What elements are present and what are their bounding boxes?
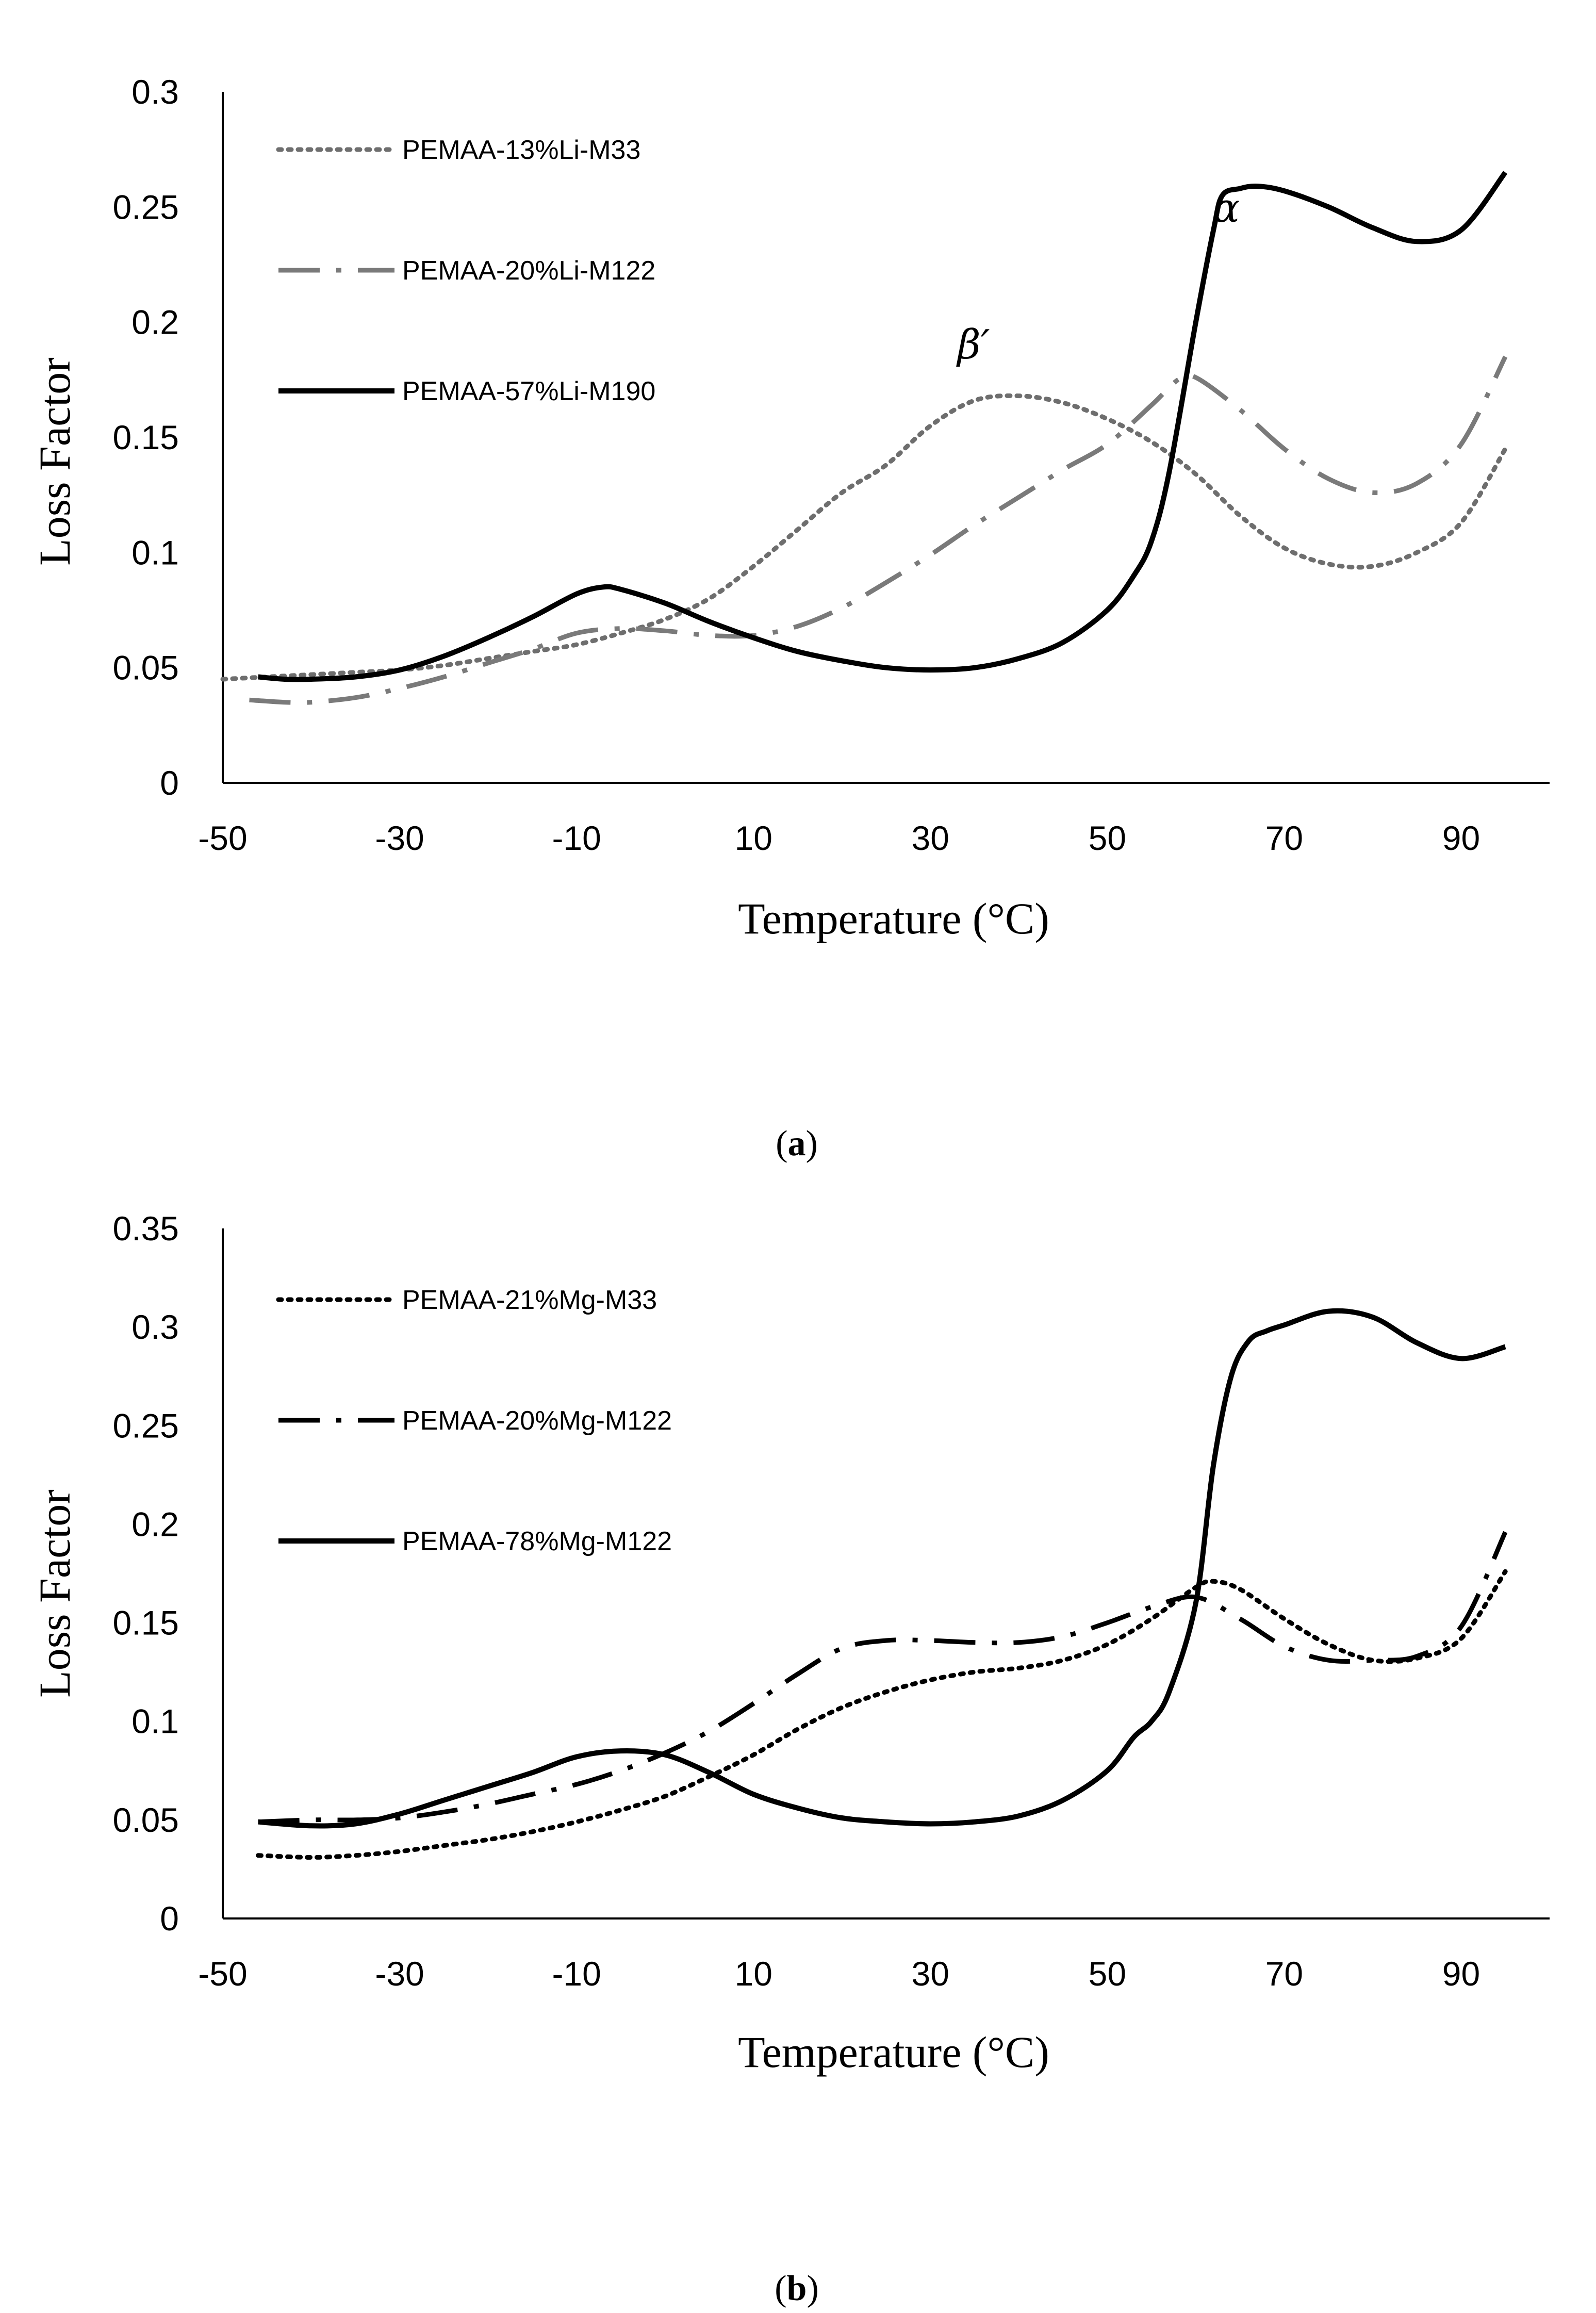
legend-label: PEMAA-20%Mg-M122 <box>402 1406 672 1436</box>
panel-caption-b-label: b <box>787 2269 807 2308</box>
legend-label: PEMAA-20%Li-M122 <box>402 256 655 286</box>
legend-label: PEMAA-78%Mg-M122 <box>402 1527 672 1556</box>
y-tick-label: 0.2 <box>131 303 179 341</box>
panel-caption-a: (a) <box>776 1124 818 1163</box>
y-axis-title-a: Loss Factor <box>30 357 79 566</box>
series-line-1 <box>220 393 1508 682</box>
x-tick-label: 50 <box>1089 1955 1126 1993</box>
chart-panel-a: -50 -30 -10 10 30 50 70 90 0 0.05 0.1 0.15 0.2 0.25 0.… <box>30 73 1550 1163</box>
x-tick-label: 90 <box>1442 1955 1480 1993</box>
y-tick-label: 0.15 <box>113 1604 179 1642</box>
chart-panel-b: -50 -30 -10 10 30 50 70 90 0 0.05 0.1 0.15 0.2 0.25 0.… <box>30 1209 1550 2308</box>
y-tick-label: 0.25 <box>113 1406 179 1445</box>
x-tick-label: -10 <box>552 1955 601 1993</box>
x-tick-label: -10 <box>552 819 601 857</box>
tick-labels-a: -50 -30 -10 10 30 50 70 90 0 0.05 0.1 0.15 0.2 0.25 0.… <box>113 73 1480 857</box>
y-tick-label: 0.1 <box>131 533 179 571</box>
x-axis-title-a: Temperature (°C) <box>738 894 1049 943</box>
legend-label: PEMAA-21%Mg-M33 <box>402 1285 657 1315</box>
plot-area-b <box>222 1228 1550 1920</box>
y-tick-label: 0.2 <box>131 1505 179 1543</box>
y-tick-label: 0.05 <box>113 1801 179 1839</box>
legend-a: PEMAA-13%Li-M33 PEMAA-20%Li-M122 PEMAA-57%… <box>276 135 655 406</box>
y-tick-label: 0.3 <box>131 1308 179 1346</box>
legend-b: PEMAA-21%Mg-M33 PEMAA-20%Mg-M122 PEMAA-78%… <box>276 1285 672 1556</box>
x-axis-title-b: Temperature (°C) <box>738 2027 1049 2077</box>
series-line-2 <box>249 355 1508 706</box>
tick-labels-b: -50 -30 -10 10 30 50 70 90 0 0.05 0.1 0.15 0.2 0.25 0.… <box>113 1209 1480 1993</box>
x-tick-label: 10 <box>734 1955 772 1993</box>
panel-caption-b: (b) <box>775 2269 819 2308</box>
y-tick-label: 0.3 <box>131 73 179 111</box>
y-tick-label: 0.05 <box>113 649 179 687</box>
series-line-3 <box>258 171 1508 682</box>
annotation-beta-prime: β′ <box>956 322 990 368</box>
x-tick-label: 30 <box>912 1955 949 1993</box>
y-tick-label: 0.35 <box>113 1209 179 1248</box>
x-tick-label: 70 <box>1265 819 1303 857</box>
series-line-1 <box>256 1569 1508 1860</box>
y-axis-title-b: Loss Factor <box>30 1489 79 1698</box>
y-tick-label: 0 <box>160 1899 179 1938</box>
x-tick-label: 50 <box>1089 819 1126 857</box>
annotation-alpha: α <box>1213 185 1240 232</box>
legend-label: PEMAA-13%Li-M33 <box>402 135 640 165</box>
series-line-2 <box>258 1531 1508 1825</box>
x-tick-label: 30 <box>912 819 949 857</box>
x-tick-label: -30 <box>375 1955 424 1993</box>
y-tick-label: 0 <box>160 764 179 802</box>
x-tick-label: -50 <box>198 819 247 857</box>
y-tick-label: 0.1 <box>131 1702 179 1741</box>
y-tick-label: 0.15 <box>113 418 179 456</box>
legend-label: PEMAA-57%Li-M190 <box>402 376 655 406</box>
x-tick-label: -30 <box>375 819 424 857</box>
y-tick-label: 0.25 <box>113 188 179 226</box>
x-tick-label: 10 <box>734 819 772 857</box>
plot-area-a <box>220 92 1550 784</box>
panel-caption-a-label: a <box>788 1124 806 1163</box>
x-tick-label: 70 <box>1265 1955 1303 1993</box>
x-tick-label: -50 <box>198 1955 247 1993</box>
x-tick-label: 90 <box>1442 819 1480 857</box>
series-line-3 <box>258 1308 1506 1829</box>
